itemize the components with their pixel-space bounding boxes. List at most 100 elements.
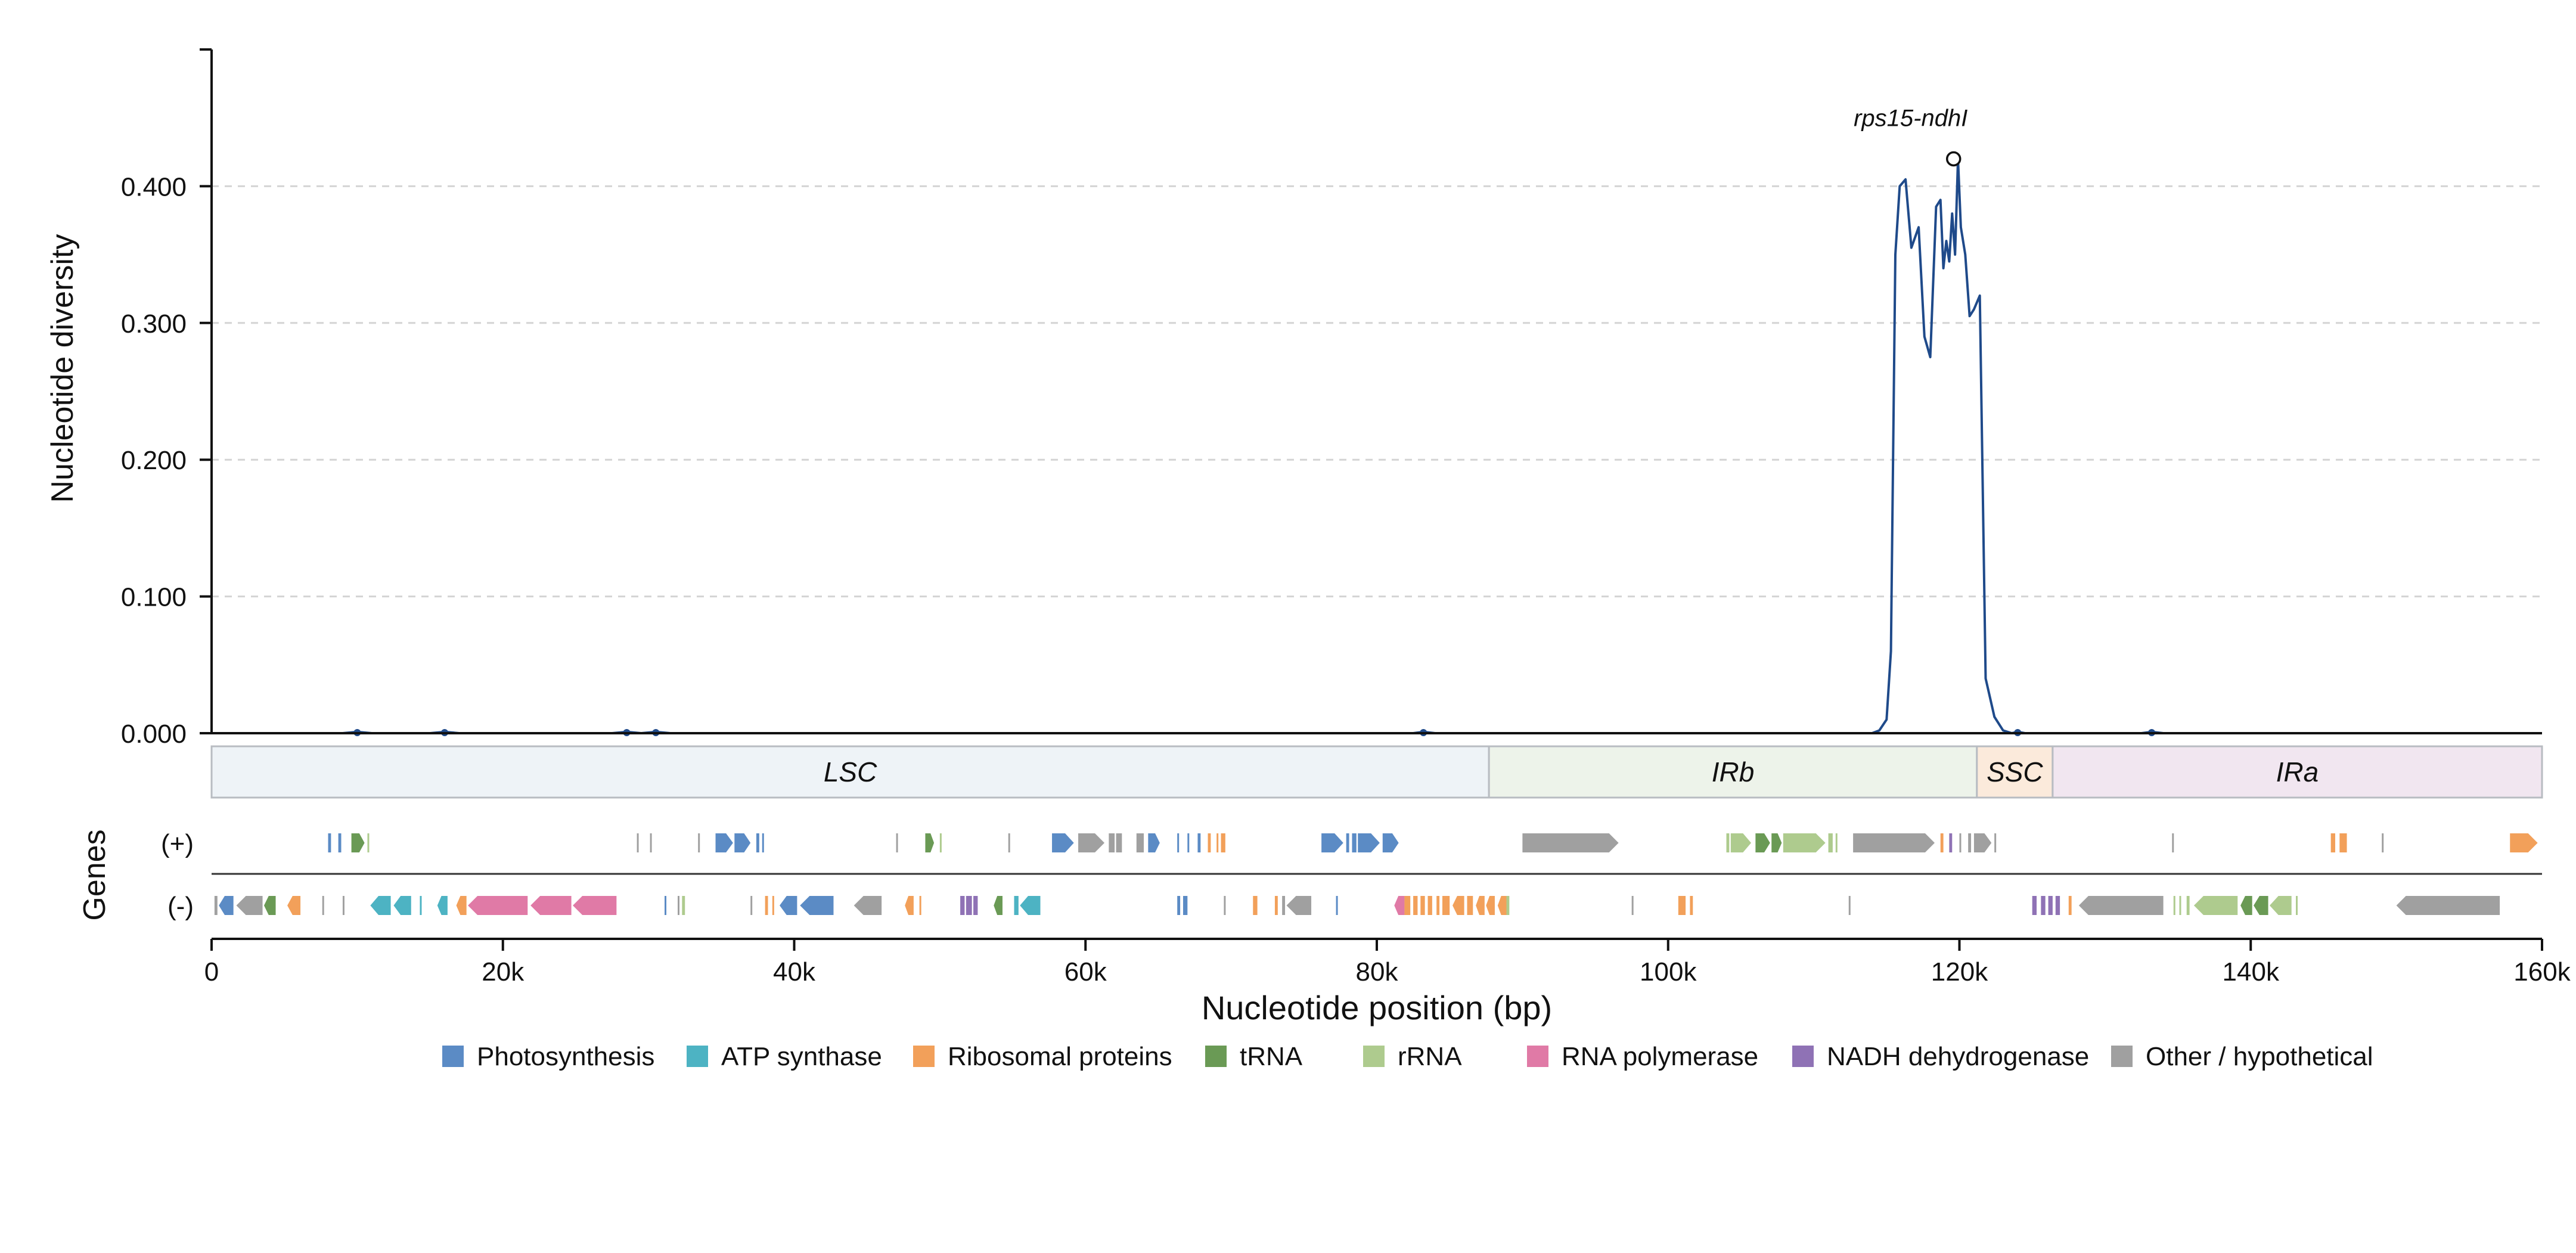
gene-genes-minus-53 [1631,896,1634,915]
gene-genes-minus-5 [322,896,324,915]
gene-genes-plus-0 [328,833,331,852]
diversity-line [212,157,2542,734]
gene-genes-minus-60 [2055,896,2060,915]
gene-genes-plus-28 [1346,833,1349,852]
gene-genes-minus-0 [214,896,218,915]
gene-genes-minus-42 [1413,896,1418,915]
gene-genes-minus-31 [1020,896,1041,915]
gene-genes-plus-20 [1148,833,1160,852]
gene-genes-plus-39 [1835,833,1838,852]
gene-genes-minus-59 [2048,896,2053,915]
gene-genes-plus-21 [1177,833,1180,852]
legend-label-1: ATP synthase [721,1042,882,1071]
gene-genes-minus-69 [2270,896,2292,915]
genes-minus-strand-track [214,896,2500,915]
legend-swatch-0 [442,1046,464,1067]
diversity-line-series [212,157,2542,736]
gene-genes-minus-19 [765,896,768,915]
gene-genes-minus-71 [2396,896,2500,915]
gene-genes-plus-18 [1116,833,1122,852]
gene-genes-plus-32 [1522,833,1619,852]
gene-genes-minus-46 [1442,896,1450,915]
gene-genes-minus-62 [2078,896,2164,915]
gene-genes-minus-33 [1183,896,1188,915]
y-tick-label-1: 0.100 [121,583,187,612]
x-tick-label-3: 60k [1064,957,1107,987]
gene-genes-minus-26 [960,896,965,915]
gene-genes-minus-30 [1014,896,1019,915]
gene-genes-plus-43 [1959,833,1962,852]
legend-swatch-1 [687,1046,708,1067]
gene-genes-plus-27 [1321,833,1343,852]
gene-genes-minus-45 [1436,896,1440,915]
gene-genes-minus-28 [973,896,978,915]
gene-genes-minus-64 [2179,896,2181,915]
gene-genes-plus-42 [1949,833,1953,852]
y-tick-label-2: 0.200 [121,446,187,475]
legend-label-2: Ribosomal proteins [948,1042,1172,1071]
gene-genes-plus-15 [1052,833,1074,852]
gene-genes-plus-17 [1109,833,1115,852]
legend-label-5: RNA polymerase [1562,1042,1758,1071]
gene-genes-minus-39 [1336,896,1338,915]
gene-genes-minus-3 [263,896,276,915]
gene-genes-plus-8 [734,833,751,852]
legend-swatch-2 [913,1046,935,1067]
gene-genes-minus-24 [905,896,914,915]
gene-genes-plus-30 [1358,833,1380,852]
gene-genes-minus-15 [665,896,667,915]
gene-genes-plus-40 [1853,833,1935,852]
gene-genes-plus-44 [1968,833,1972,852]
gene-genes-minus-29 [994,896,1003,915]
legend-label-7: Other / hypothetical [2146,1042,2373,1071]
y-axis-label: Nucleotide diversity [45,234,80,503]
gene-genes-plus-37 [1783,833,1826,852]
y-tick-label-4: 0.400 [121,172,187,201]
gene-genes-minus-48 [1467,896,1473,915]
gene-genes-minus-23 [854,896,882,915]
legend-swatch-6 [1792,1046,1814,1067]
gene-genes-plus-6 [698,833,700,852]
gene-genes-minus-44 [1427,896,1432,915]
gene-genes-plus-14 [1008,833,1010,852]
chart-axes: 0.000 0.100 0.200 0.300 0.400 0 20k 40k 60k 80k 10… [121,48,2571,987]
gene-genes-minus-12 [468,896,528,915]
legend-label-6: NADH dehydrogenase [1827,1042,2089,1071]
gene-genes-minus-1 [219,896,234,915]
gene-genes-minus-11 [456,896,467,915]
gene-genes-minus-4 [287,896,301,915]
region-lsc [210,745,1490,799]
peak-marker [1945,151,1962,167]
gene-genes-plus-25 [1216,833,1219,852]
gene-genes-minus-7 [370,896,391,915]
gene-genes-minus-18 [750,896,753,915]
gene-genes-minus-51 [1497,896,1507,915]
gene-genes-minus-40 [1394,896,1405,915]
gene-genes-plus-2 [351,833,365,852]
gene-genes-plus-23 [1197,833,1201,852]
legend-label-4: rRNA [1398,1042,1462,1071]
genes-track-label: Genes [77,829,112,920]
gene-genes-minus-36 [1274,896,1278,915]
genes-plus-strand-track [328,833,2538,852]
region-ira [2052,745,2543,799]
x-axis-label: Nucleotide position (bp) [1202,989,1552,1026]
gene-genes-plus-48 [2330,833,2335,852]
gene-genes-plus-29 [1352,833,1357,852]
gene-genes-plus-19 [1136,833,1144,852]
x-tick-label-7: 140k [2223,957,2280,987]
gene-genes-minus-8 [393,896,411,915]
x-tick-label-4: 80k [1356,957,1399,987]
gene-genes-plus-10 [762,833,764,852]
gene-genes-plus-13 [939,833,942,852]
y-tick-label-0: 0.000 [121,719,187,749]
gene-genes-plus-3 [367,833,370,852]
region-label-ssc: SSC [1987,756,2043,787]
gene-genes-minus-27 [966,896,972,915]
gene-genes-minus-57 [2032,896,2037,915]
gene-genes-minus-65 [2186,896,2190,915]
gene-genes-minus-10 [437,896,448,915]
region-label-ira: IRa [2276,756,2319,787]
x-tick-label-5: 100k [1640,957,1697,987]
